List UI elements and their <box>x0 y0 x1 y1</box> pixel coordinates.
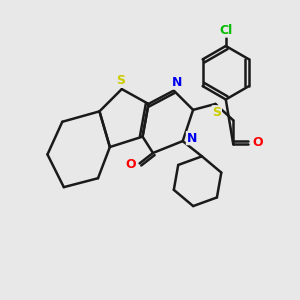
Text: O: O <box>125 158 136 171</box>
Text: S: S <box>116 74 125 87</box>
Text: N: N <box>186 132 197 145</box>
Text: N: N <box>172 76 182 89</box>
Text: S: S <box>212 106 221 119</box>
Text: Cl: Cl <box>220 24 233 37</box>
Text: O: O <box>252 136 263 149</box>
